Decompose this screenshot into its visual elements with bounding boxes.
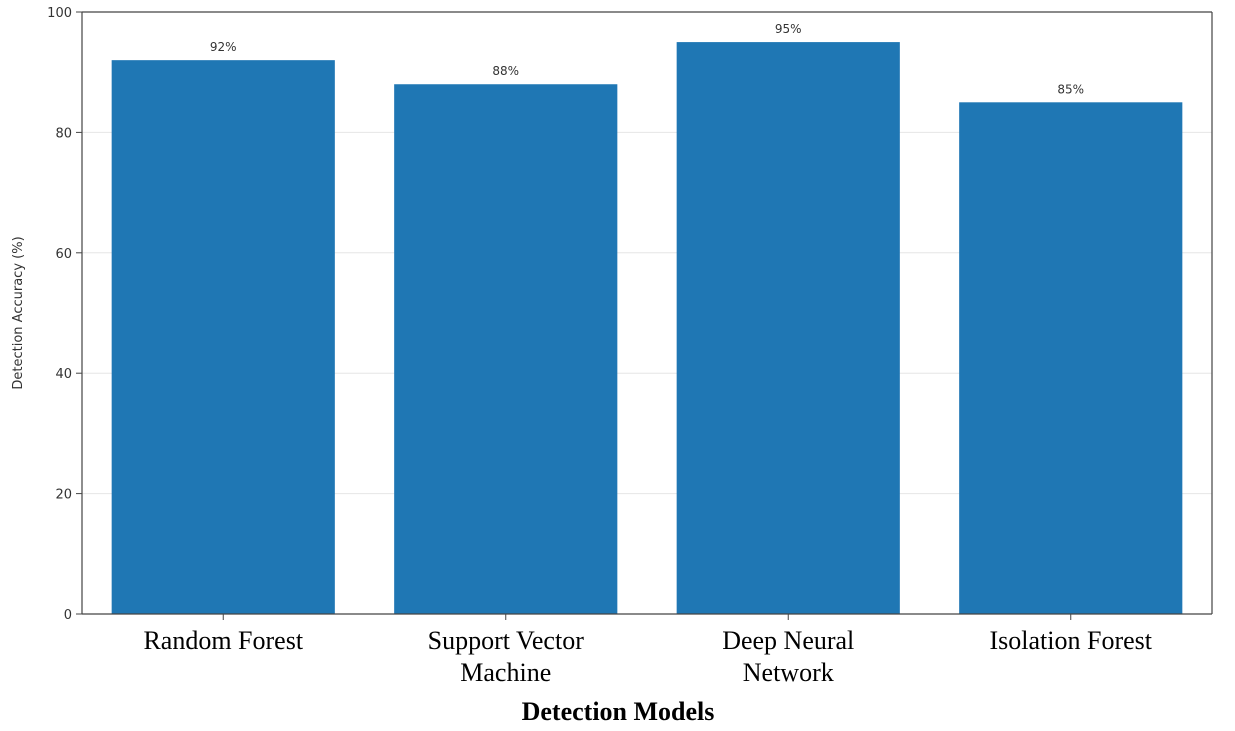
bar xyxy=(676,42,900,615)
y-tick-label: 20 xyxy=(55,488,72,503)
y-tick-label: 40 xyxy=(55,367,72,382)
y-tick-label: 60 xyxy=(55,247,72,262)
y-axis-label: Detection Accuracy (%) xyxy=(11,236,26,389)
bar xyxy=(394,84,618,615)
x-tick-label: Deep Neural Network xyxy=(722,626,854,687)
x-category-labels: Random Forest Support Vector Machine Deep N… xyxy=(143,626,1152,687)
bar-data-label: 88% xyxy=(492,64,519,78)
x-tick-label: Support Vector Machine xyxy=(428,626,585,687)
axes xyxy=(76,11,1213,620)
y-tick-label: 80 xyxy=(55,126,72,141)
bar xyxy=(111,60,335,615)
y-tick-labels: 0 20 40 60 80 100 xyxy=(47,6,72,623)
data-labels: 92% 88% 95% 85% xyxy=(210,22,1084,96)
bar-data-label: 95% xyxy=(775,22,802,36)
bars xyxy=(111,42,1183,615)
x-tick-label: Isolation Forest xyxy=(990,626,1153,655)
x-axis-label: Detection Models xyxy=(522,697,715,726)
bar-data-label: 92% xyxy=(210,40,237,54)
bar-data-label: 85% xyxy=(1057,82,1084,96)
bar xyxy=(959,102,1183,615)
y-tick-label: 0 xyxy=(64,608,72,623)
x-tick-label: Random Forest xyxy=(143,626,303,655)
y-tick-label: 100 xyxy=(47,6,72,21)
